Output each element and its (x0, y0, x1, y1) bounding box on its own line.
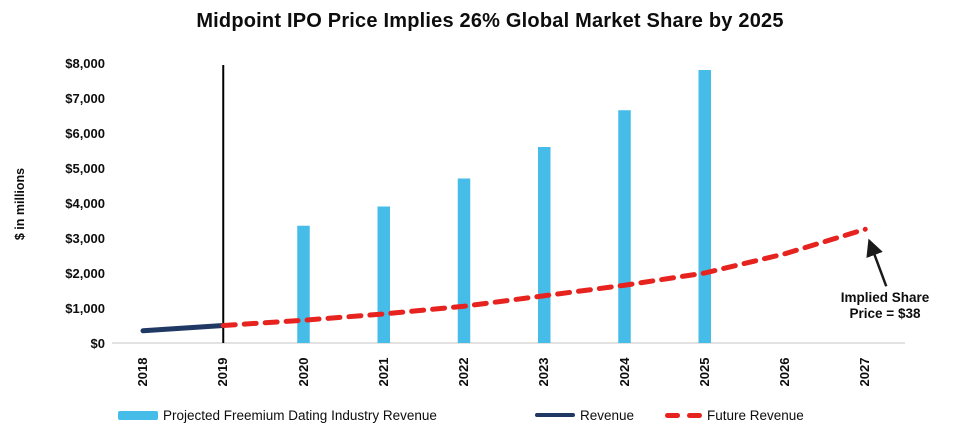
y-tick-label: $3,000 (65, 230, 105, 246)
y-tick-label: $8,000 (65, 55, 105, 71)
annotation-line-1: Implied Share (840, 290, 930, 305)
y-tick-label: $4,000 (65, 195, 105, 211)
x-tick-label-2022: 2022 (456, 357, 471, 387)
revenue-line (140, 323, 226, 334)
legend-label-future-revenue: Future Revenue (707, 407, 804, 423)
bar-2023 (538, 147, 551, 343)
future-revenue-line (220, 226, 868, 328)
bar-series-swatch-icon (118, 410, 158, 420)
x-tick-label-2023: 2023 (536, 357, 552, 387)
x-tick-label-2026: 2026 (777, 357, 792, 387)
bar-2022 (457, 178, 471, 343)
annotation-implied-share-price: Implied Share Price = $38 (818, 290, 952, 322)
legend-label-revenue: Revenue (580, 407, 635, 423)
y-tick-label: $6,000 (65, 125, 105, 141)
annotation-line-2: Price = $38 (849, 306, 921, 321)
x-tick-label-2020: 2020 (295, 357, 311, 387)
annotation-arrow-icon (866, 238, 888, 287)
x-tick-label-2027: 2027 (857, 357, 873, 387)
y-tick-label: $7,000 (65, 90, 105, 106)
y-tick-label: $5,000 (65, 160, 105, 176)
x-tick-label-2019: 2019 (215, 357, 231, 387)
chart-title: Midpoint IPO Price Implies 26% Global Ma… (196, 10, 784, 32)
y-tick-label: $2,000 (65, 265, 105, 281)
y-tick-label: $0 (90, 335, 105, 351)
dashed-series-swatch-icon (665, 412, 702, 418)
legend: Projected Freemium Dating Industry Reven… (0, 404, 958, 428)
bar-2025 (698, 70, 711, 343)
x-tick-label-2024: 2024 (616, 357, 632, 387)
line-series-swatch-icon (535, 412, 575, 418)
bar-2021 (377, 206, 390, 343)
legend-item-revenue[interactable]: Revenue (535, 404, 634, 426)
x-tick-label-2021: 2021 (375, 357, 391, 387)
bar-2024 (618, 110, 631, 343)
legend-item-future-revenue[interactable]: Future Revenue (665, 404, 804, 426)
y-tick-label: $1,000 (65, 300, 105, 316)
legend-item-projected-revenue[interactable]: Projected Freemium Dating Industry Reven… (118, 404, 437, 426)
bar-2020 (297, 225, 310, 343)
x-tick-label-2025: 2025 (696, 357, 712, 387)
x-tick-label-2018: 2018 (135, 357, 150, 387)
legend-label-projected-revenue: Projected Freemium Dating Industry Reven… (163, 407, 437, 423)
